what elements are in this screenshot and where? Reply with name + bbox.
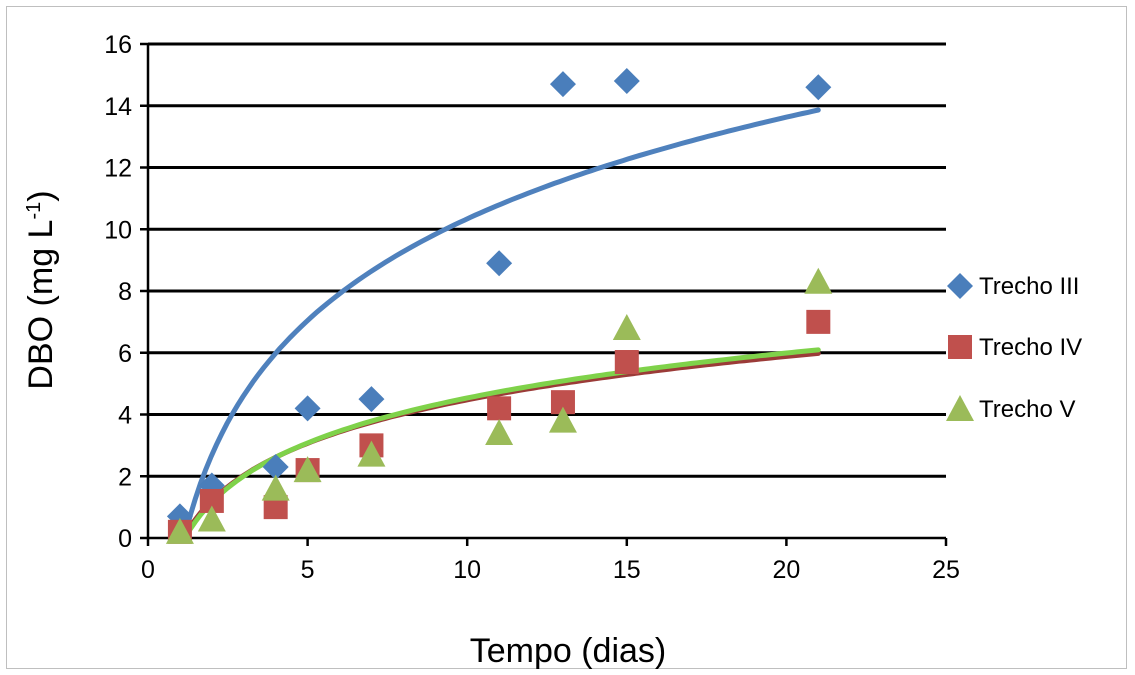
y-tick-label-0: 0	[118, 525, 132, 553]
legend-marker-1	[947, 273, 973, 299]
trendline-series-1	[182, 107, 821, 539]
legend-label-2: Trecho IV	[979, 334, 1082, 361]
point-series-3-1	[197, 505, 226, 532]
y-tick-label-8: 8	[118, 278, 132, 306]
x-tick-label-25: 25	[932, 556, 960, 584]
axes	[140, 42, 948, 546]
legend: Trecho III Trecho IV Trecho V	[946, 273, 1082, 423]
y-axis-label: DBO (mg L-1)	[22, 190, 60, 389]
y-tick-label-2: 2	[118, 463, 132, 491]
point-series-3-0	[165, 517, 194, 544]
y-tick-label-12: 12	[104, 155, 132, 183]
data-markers	[165, 68, 833, 544]
point-series-3-3	[293, 456, 322, 483]
y-tick-label-16: 16	[104, 31, 132, 59]
point-series-1-2	[262, 453, 289, 480]
y-axis-label-superscript: -1	[23, 202, 45, 220]
point-series-1-6	[549, 71, 576, 98]
tick-labels: 0 2 4 6 8 10 12 14 16 0 5 10 15 20 25	[104, 31, 960, 584]
legend-marker-2	[948, 335, 972, 359]
point-series-3-4	[357, 440, 386, 467]
point-series-3-8	[804, 267, 833, 294]
trendlines	[182, 107, 821, 541]
trendline-series-3	[182, 347, 821, 541]
point-series-1-8	[805, 74, 832, 101]
y-tick-label-10: 10	[104, 216, 132, 244]
x-tick-label-10: 10	[453, 556, 481, 584]
point-series-1-7	[613, 68, 640, 95]
x-axis-label: Tempo (dias)	[470, 632, 667, 670]
point-series-1-4	[358, 386, 385, 413]
x-tick-label-0: 0	[141, 556, 155, 584]
y-tick-label-4: 4	[118, 402, 132, 430]
point-series-2-5	[487, 396, 512, 421]
point-series-1-5	[486, 250, 513, 277]
x-tick-label-20: 20	[772, 556, 800, 584]
gridlines	[148, 42, 946, 478]
point-series-1-3	[294, 395, 321, 422]
point-series-2-8	[806, 309, 831, 334]
point-series-2-7	[614, 350, 639, 375]
legend-marker-3	[946, 395, 974, 421]
point-series-3-6	[548, 406, 577, 433]
x-tick-label-15: 15	[613, 556, 641, 584]
point-series-3-2	[261, 474, 290, 501]
legend-label-3: Trecho V	[979, 396, 1075, 423]
point-series-3-7	[612, 314, 641, 341]
legend-label-1: Trecho III	[979, 273, 1079, 300]
y-axis-label-main: DBO (mg L	[22, 220, 60, 390]
x-tick-label-5: 5	[301, 556, 315, 584]
y-axis-label-close: )	[22, 190, 60, 201]
chart-frame	[6, 6, 1127, 669]
y-tick-label-14: 14	[104, 93, 132, 121]
point-series-3-5	[485, 419, 514, 446]
y-tick-label-6: 6	[118, 340, 132, 368]
